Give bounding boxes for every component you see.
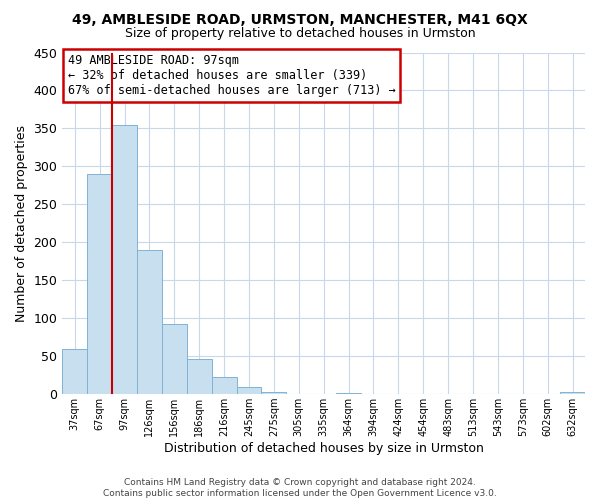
- Bar: [62, 348, 87, 394]
- Bar: [162, 324, 187, 394]
- Bar: [87, 174, 112, 394]
- Y-axis label: Number of detached properties: Number of detached properties: [15, 125, 28, 322]
- X-axis label: Distribution of detached houses by size in Urmston: Distribution of detached houses by size …: [164, 442, 484, 455]
- Bar: [112, 124, 137, 394]
- Bar: [262, 392, 286, 394]
- Bar: [137, 250, 162, 394]
- Bar: [236, 388, 262, 394]
- Bar: [187, 359, 212, 394]
- Bar: [560, 392, 585, 394]
- Text: 49 AMBLESIDE ROAD: 97sqm
← 32% of detached houses are smaller (339)
67% of semi-: 49 AMBLESIDE ROAD: 97sqm ← 32% of detach…: [68, 54, 395, 97]
- Bar: [336, 392, 361, 394]
- Text: Size of property relative to detached houses in Urmston: Size of property relative to detached ho…: [125, 28, 475, 40]
- Text: Contains HM Land Registry data © Crown copyright and database right 2024.
Contai: Contains HM Land Registry data © Crown c…: [103, 478, 497, 498]
- Text: 49, AMBLESIDE ROAD, URMSTON, MANCHESTER, M41 6QX: 49, AMBLESIDE ROAD, URMSTON, MANCHESTER,…: [72, 12, 528, 26]
- Bar: [212, 378, 236, 394]
